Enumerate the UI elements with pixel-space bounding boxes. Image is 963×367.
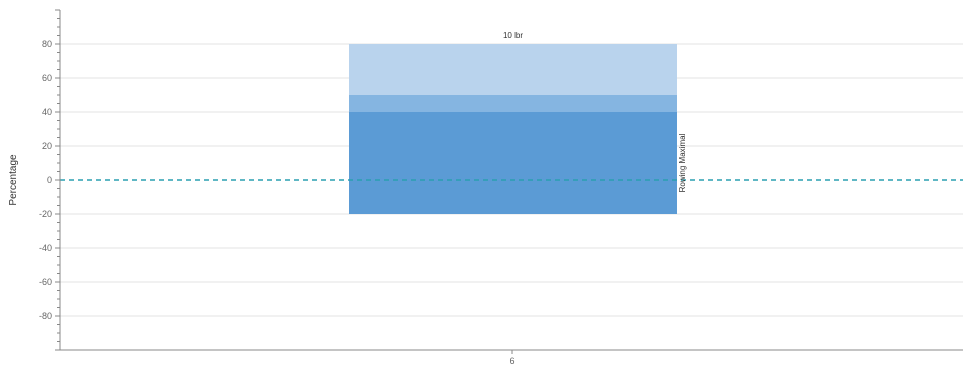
bar-stack [349,44,677,214]
y-tick-label: -20 [39,209,52,219]
y-tick-label: -60 [39,277,52,287]
bar-segment-1 [349,112,677,214]
y-tick-label: -80 [39,311,52,321]
y-tick-label: 20 [42,141,52,151]
y-tick-label: 40 [42,107,52,117]
bar-segment-2 [349,95,677,112]
x-tick-label: 6 [509,356,514,366]
y-tick-label: -40 [39,243,52,253]
bar-segment-3 [349,44,677,95]
y-axis-title: Percentage [8,154,19,206]
bar-side-label: Rowing Maximal [678,133,687,192]
bar-top-label: 10 lbr [503,31,523,40]
y-axis-ticks: -80 -60 -40 -20 0 20 40 60 80 [39,9,60,351]
x-axis-ticks: 6 [509,350,515,366]
y-tick-label: 80 [42,39,52,49]
y-tick-label: 0 [47,175,52,185]
y-tick-label: 60 [42,73,52,83]
